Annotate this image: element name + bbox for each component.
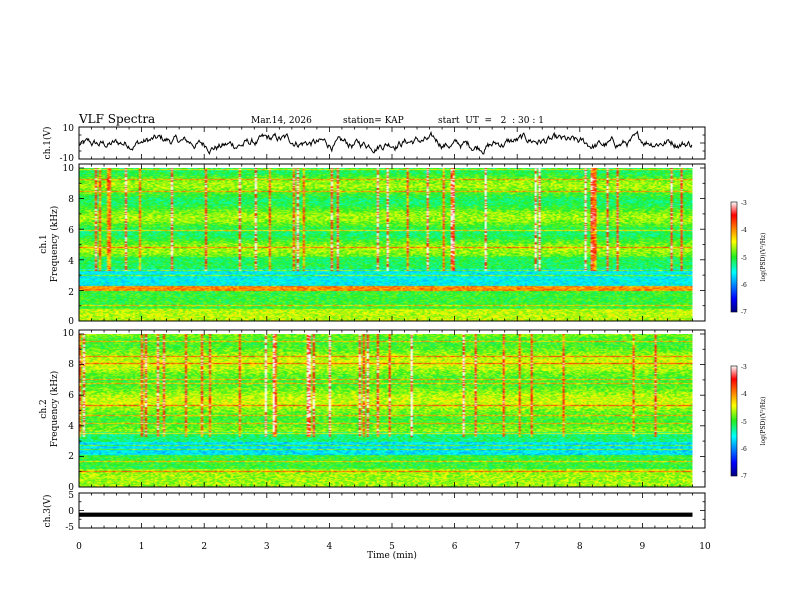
ch1-ytick-8: 8 xyxy=(68,195,74,205)
ch1-ytick-bottom: -10 xyxy=(60,154,75,164)
ch1-cb-tick-m4: -4 xyxy=(741,227,747,234)
ch1-colorbar-gradient xyxy=(730,201,738,313)
x-axis: 0 1 2 3 4 5 6 7 8 9 10 Time (min) xyxy=(76,542,711,561)
x-axis-label: Time (min) xyxy=(367,550,417,561)
ch2-spectrogram-image xyxy=(79,334,693,487)
ch2-ytick-4: 4 xyxy=(68,422,74,432)
ch3-waveform-frame xyxy=(78,492,706,529)
ch3-ytick-5: 5 xyxy=(68,491,74,501)
ch1-cb-tick-m6: -6 xyxy=(741,282,747,289)
ch2-ylabel-frequency: Frequency (kHz) xyxy=(49,371,60,448)
ch2-spectrogram-panel: 0 2 4 6 8 10 ch.2 Frequency (kHz) xyxy=(39,329,706,493)
ch1-waveform-line xyxy=(78,130,693,156)
start-time-label: start UT = 2 : 30 : 1 xyxy=(438,116,544,126)
date-label: Mar.14, 2026 xyxy=(251,116,312,126)
xtick-8: 8 xyxy=(577,542,583,552)
ch1-ytick-10: 10 xyxy=(63,164,75,174)
ch1-colorbar-label: log(PSD)(V²/Hz) xyxy=(760,233,767,282)
ch2-ytick-2: 2 xyxy=(68,452,74,462)
ch2-cb-tick-m4: -4 xyxy=(741,391,747,398)
ch3-waveform-panel: 5 0 -5 ch.3(V) xyxy=(42,491,706,533)
ch2-ytick-10: 10 xyxy=(63,329,75,339)
ch2-cb-tick-m7: -7 xyxy=(741,473,747,480)
ch2-colorbar: -3 -4 -5 -6 -7 log(PSD)(V²/Hz) xyxy=(730,364,767,480)
figure-title: VLF Spectra xyxy=(78,112,155,126)
ch1-ytick-4: 4 xyxy=(68,257,74,267)
ch1-ytick-0: 0 xyxy=(68,317,74,327)
ch1-ylabel-frequency: Frequency (kHz) xyxy=(49,206,60,283)
axis-ticks xyxy=(78,126,706,529)
ch1-colorbar: -3 -4 -5 -6 -7 log(PSD)(V²/Hz) xyxy=(730,200,767,316)
xtick-4: 4 xyxy=(327,542,333,552)
xtick-3: 3 xyxy=(264,542,270,552)
xtick-6: 6 xyxy=(452,542,458,552)
ch1-ylabel-channel: ch.1 xyxy=(39,234,49,253)
ch2-ytick-0: 0 xyxy=(68,483,74,493)
ch1-spectrogram-image xyxy=(79,168,693,321)
ch1-ytick-top: 10 xyxy=(63,124,75,134)
ch3-ylabel: ch.3(V) xyxy=(42,495,53,528)
ch1-spectrogram-panel: 0 2 4 6 8 10 ch.1 Frequency (kHz) xyxy=(39,163,706,327)
xtick-2: 2 xyxy=(201,542,207,552)
ch2-ytick-8: 8 xyxy=(68,360,74,370)
ch1-ytick-2: 2 xyxy=(68,288,74,298)
ch1-cb-tick-m7: -7 xyxy=(741,309,747,316)
ch2-cb-tick-m6: -6 xyxy=(741,446,747,453)
ch2-ytick-6: 6 xyxy=(68,391,74,401)
ch2-colorbar-gradient xyxy=(730,365,738,477)
xtick-10: 10 xyxy=(699,542,711,552)
ch2-colorbar-label: log(PSD)(V²/Hz) xyxy=(760,397,767,446)
xtick-5: 5 xyxy=(389,542,395,552)
ch1-cb-tick-m3: -3 xyxy=(741,200,747,207)
station-label: station= KAP xyxy=(343,116,404,126)
ch1-waveform-panel: 10 -10 ch.1(V) xyxy=(42,124,706,164)
ch2-cb-tick-m5: -5 xyxy=(741,419,747,426)
ch1-cb-tick-m5: -5 xyxy=(741,255,747,262)
ch3-level-band xyxy=(79,512,693,517)
ch2-ylabel-channel: ch.2 xyxy=(39,399,49,418)
xtick-9: 9 xyxy=(640,542,646,552)
ch1-ytick-6: 6 xyxy=(68,226,74,236)
ch2-cb-tick-m3: -3 xyxy=(741,364,747,371)
xtick-7: 7 xyxy=(514,542,520,552)
ch3-ytick-m5: -5 xyxy=(65,523,74,533)
ch1-ylabel: ch.1(V) xyxy=(42,127,53,160)
ch3-ytick-0: 0 xyxy=(68,507,74,517)
xtick-0: 0 xyxy=(76,542,82,552)
xtick-1: 1 xyxy=(139,542,145,552)
